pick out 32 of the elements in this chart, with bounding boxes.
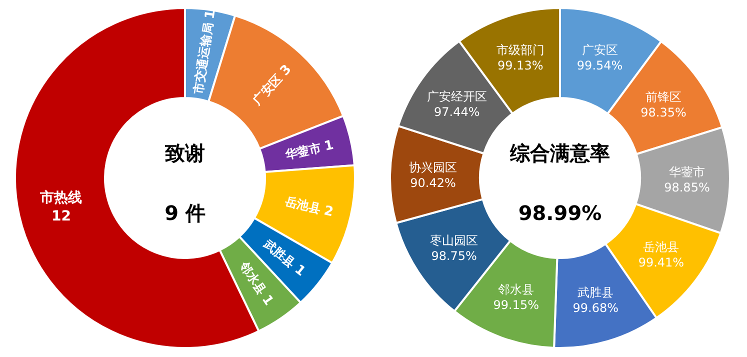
data-label: 99.54%	[576, 58, 623, 72]
slice-label: 市级部门	[496, 42, 544, 57]
slice-label: 市热线	[39, 189, 82, 206]
text: 9 件	[164, 201, 206, 225]
slice-label: 岳池县	[643, 240, 680, 254]
slice-label: 岳池县	[282, 194, 322, 216]
data-label: 12	[51, 208, 71, 224]
slice-label: 广安区	[582, 42, 618, 57]
slice-label: 市交通运输局	[190, 22, 216, 96]
slice-label: 枣山园区	[430, 233, 478, 248]
slice-label: 华蓥市	[282, 140, 322, 162]
data-label: 99.15%	[493, 298, 540, 312]
slice-label: 邻水县	[498, 282, 534, 297]
text: 98.99%	[518, 201, 602, 225]
data-label: 98.85%	[664, 180, 710, 195]
slice-label: 武胜县	[578, 285, 614, 300]
slice-label: 协兴园区	[409, 160, 458, 175]
data-label: 99.68%	[572, 300, 618, 315]
data-label: 1	[202, 8, 219, 20]
data-label: 2	[322, 204, 335, 220]
data-label: 98.75%	[431, 249, 477, 264]
text: 致谢	[164, 141, 205, 165]
slice-label: 前锋区	[646, 90, 682, 104]
text: 综合满意率	[509, 141, 610, 165]
data-label: 1	[322, 138, 336, 155]
data-label: 99.13%	[497, 58, 544, 72]
data-label: 90.42%	[410, 176, 456, 190]
slice-label: 广安经开区	[426, 89, 487, 104]
slice-label: 华蓥市	[668, 165, 705, 180]
data-label: 97.44%	[434, 104, 480, 119]
data-label: 98.35%	[640, 105, 686, 120]
data-label: 99.41%	[638, 256, 684, 270]
